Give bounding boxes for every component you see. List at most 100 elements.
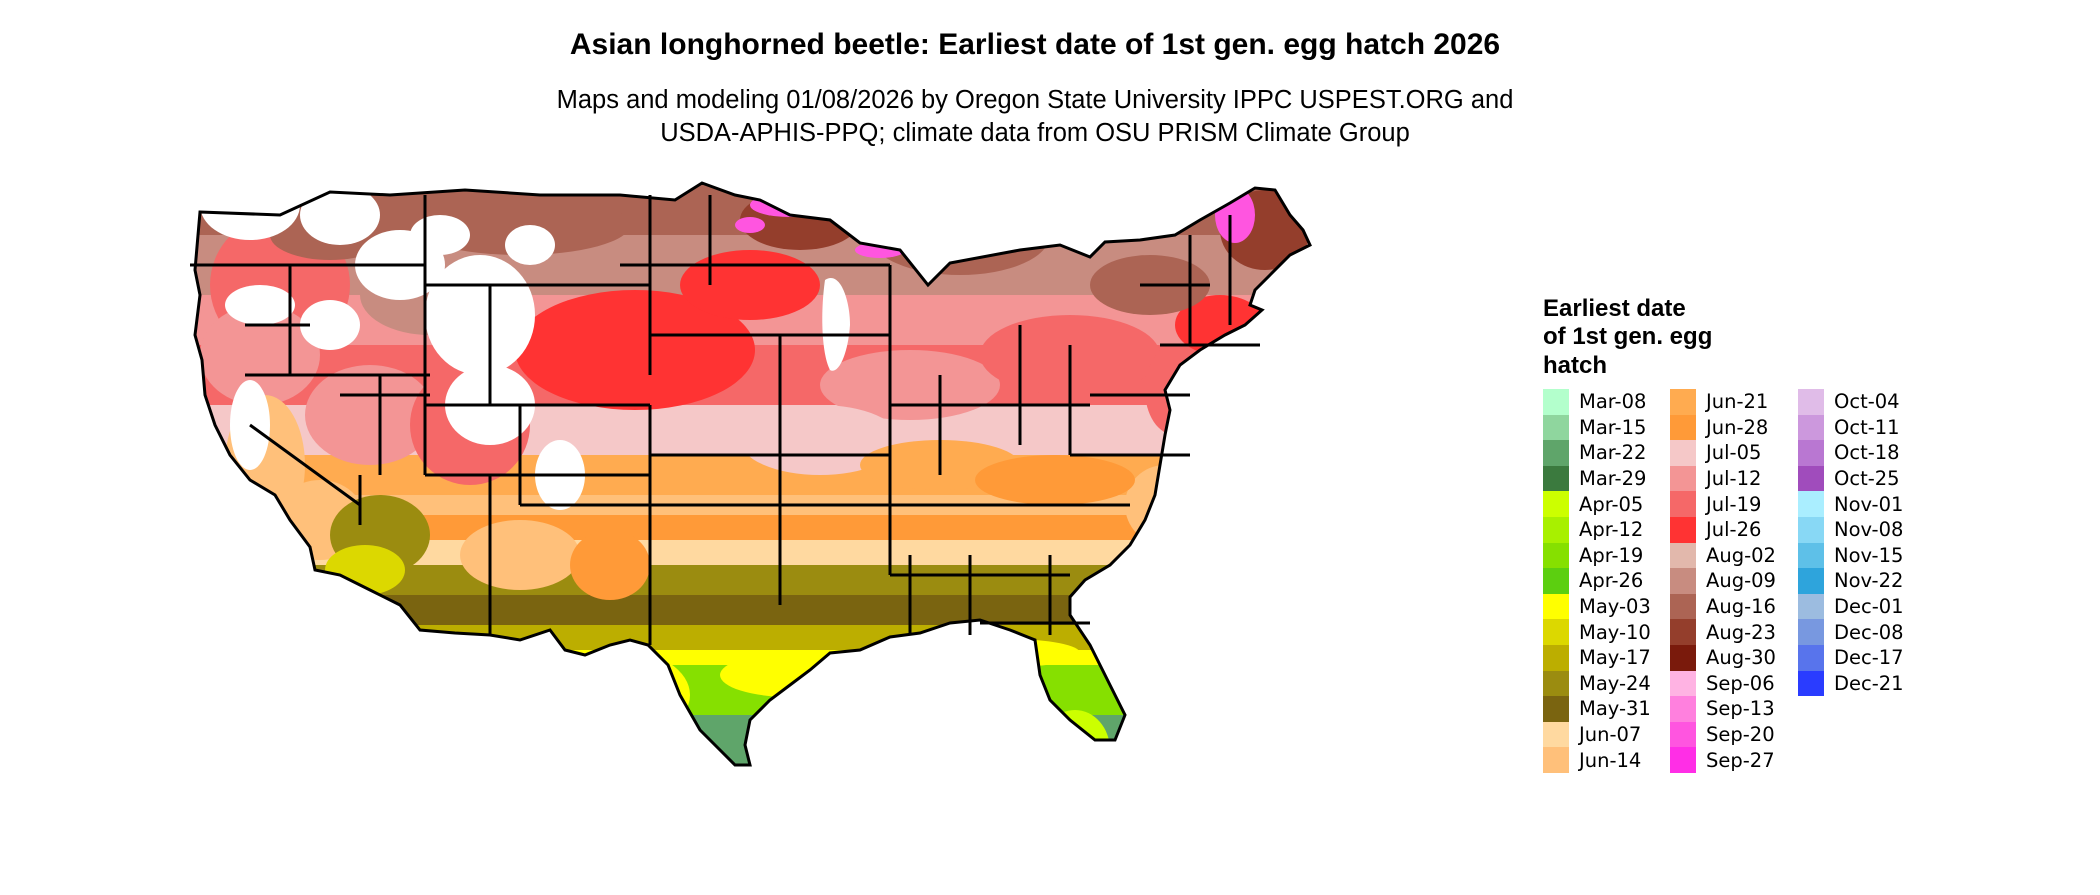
legend-swatch [1798,389,1824,415]
legend-item: Sep-20 [1670,721,1775,748]
no-hatch-area [410,215,470,255]
hatch-zone [940,639,1080,667]
legend-item: Jul-26 [1670,517,1761,543]
legend-label: Sep-06 [1706,671,1775,695]
legend-swatch [1670,670,1696,697]
map-subtitle: Maps and modeling 01/08/2026 by Oregon S… [0,84,2070,150]
legend-item: Oct-25 [1798,465,1900,492]
legend-label: Apr-05 [1579,492,1644,516]
legend-swatch [1543,645,1569,671]
subtitle-line-1: Maps and modeling 01/08/2026 by Oregon S… [556,86,1514,114]
state-border [249,423,361,507]
legend-label: Aug-30 [1706,646,1776,670]
legend-label: Oct-11 [1834,415,1900,439]
hatch-zone [1040,710,1110,765]
legend-label: Dec-17 [1834,646,1904,670]
legend-item: Jul-19 [1670,491,1761,517]
legend-swatch [1670,619,1696,645]
hatch-zone [870,195,1050,275]
legend-item: Dec-01 [1798,593,1904,620]
hatch-zone [305,365,435,465]
legend: Earliest date of 1st gen. egg hatch Mar-… [1543,295,1904,773]
legend-item: Aug-23 [1670,619,1776,645]
hatch-zone [1145,345,1205,435]
legend-item: Mar-15 [1543,414,1646,441]
legend-swatch [1798,619,1824,645]
legend-label: Jun-28 [1706,415,1769,439]
legend-swatch [1670,414,1696,441]
legend-label: Jul-12 [1706,467,1762,491]
legend-label: May-10 [1579,620,1651,644]
legend-swatch [1798,593,1824,620]
legend-swatch [1670,747,1696,773]
legend-item: May-17 [1543,645,1651,671]
legend-item: Apr-12 [1543,517,1643,543]
legend-swatch [1670,593,1696,620]
legend-swatch [1543,389,1569,415]
subtitle-line-2: USDA-APHIS-PPQ; climate data from OSU PR… [660,119,1410,148]
legend-item: Jul-05 [1670,440,1761,466]
legend-item: Dec-17 [1798,645,1904,671]
legend-item: Nov-08 [1798,517,1903,543]
legend-label: Apr-12 [1579,518,1644,542]
legend-swatch [1543,414,1569,441]
legend-label: Dec-21 [1834,671,1904,695]
legend-label: Apr-19 [1579,543,1644,567]
legend-swatch [1798,645,1824,671]
legend-item: Jun-28 [1670,414,1769,441]
state-borders [190,195,1260,645]
legend-label: Nov-08 [1834,518,1904,542]
hatch-zone [975,455,1135,505]
map-fill-layer [195,183,1310,825]
legend-swatch [1798,670,1824,697]
legend-swatch [1543,542,1569,569]
no-hatch-area [300,185,380,245]
legend-item: Apr-05 [1543,491,1643,517]
legend-item: Mar-22 [1543,440,1646,466]
legend-label: Jul-26 [1706,518,1762,542]
legend-label: Nov-01 [1834,492,1904,516]
legend-item: Aug-09 [1670,568,1776,594]
legend-item: Oct-11 [1798,414,1900,441]
no-hatch-area [225,285,295,325]
country-border [193,181,1312,767]
legend-label: May-31 [1579,697,1651,721]
legend-swatch [1798,414,1824,441]
latitude-band [195,650,1310,675]
legend-item: Sep-13 [1670,696,1775,722]
legend-item: Aug-30 [1670,645,1776,671]
legend-swatch [1798,517,1824,543]
legend-label: Aug-23 [1706,620,1776,644]
legend-swatch [1798,440,1824,466]
legend-label: Jul-19 [1706,492,1762,516]
legend-label: Sep-20 [1706,723,1775,747]
hatch-zone [570,530,650,600]
legend-swatch [1543,517,1569,543]
legend-label: Jun-07 [1579,723,1642,747]
legend-item: Jul-12 [1670,465,1762,492]
legend-swatch [1670,542,1696,569]
legend-swatch [1798,568,1824,594]
legend-item: Jun-21 [1670,389,1768,415]
legend-swatch [1543,440,1569,466]
no-hatch-area [300,300,360,350]
latitude-band [195,715,1310,765]
legend-swatch [1543,696,1569,722]
legend-item: Apr-19 [1543,542,1644,569]
legend-title-line-2: of 1st gen. egg [1543,323,1713,351]
legend-label: Oct-18 [1834,441,1900,465]
legend-label: Oct-25 [1834,467,1900,491]
legend-swatch [1798,542,1824,569]
legend-item: Dec-08 [1798,619,1904,645]
hatch-zone [680,250,820,320]
map-title: Asian longhorned beetle: Earliest date o… [569,28,1501,61]
hatch-zone [1062,765,1118,825]
legend-label: Jul-05 [1706,441,1762,465]
legend-label: Aug-09 [1706,569,1776,593]
legend-item: May-24 [1543,670,1651,697]
legend-label: Nov-22 [1834,569,1904,593]
legend-swatch [1543,747,1569,773]
late-hatch-spot [735,217,765,233]
legend-swatch [1670,389,1696,415]
legend-swatch [1670,568,1696,594]
